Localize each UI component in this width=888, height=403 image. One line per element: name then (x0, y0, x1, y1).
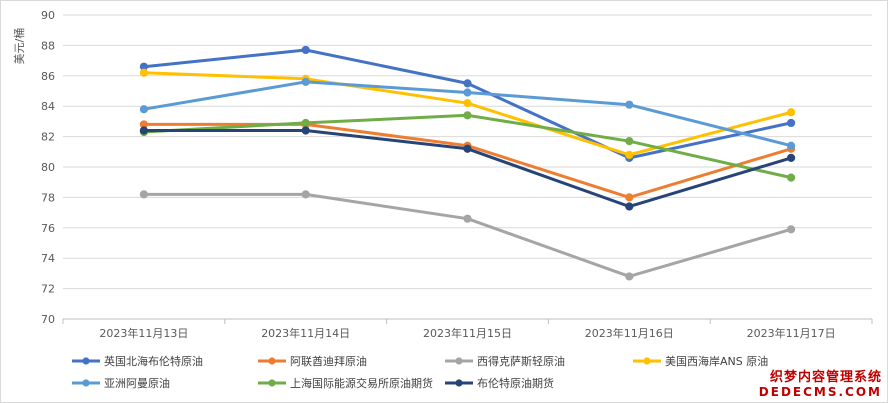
legend-item: 亚洲阿曼原油 (72, 376, 170, 390)
data-point (787, 108, 796, 117)
y-tick-label: 74 (41, 252, 55, 265)
series-3 (139, 190, 796, 281)
legend-label: 上海国际能源交易所原油期货 (290, 376, 433, 390)
legend-swatch-marker (82, 379, 90, 387)
data-point (463, 79, 472, 88)
legend-item: 英国北海布伦特原油 (72, 354, 203, 368)
y-tick-label: 84 (41, 100, 55, 113)
legend-swatch-marker (268, 357, 276, 365)
y-tick-label: 70 (41, 313, 55, 326)
y-tick-label: 76 (41, 222, 55, 235)
legend-label: 布伦特原油期货 (477, 376, 554, 390)
data-point (139, 190, 148, 199)
series-5 (139, 77, 796, 150)
data-point (625, 193, 634, 202)
x-tick-label: 2023年11月17日 (747, 326, 836, 340)
y-tick-label: 86 (41, 70, 55, 83)
data-point (463, 88, 472, 97)
data-point (625, 100, 634, 109)
y-tick-label: 78 (41, 191, 55, 204)
legend-swatch-marker (643, 357, 651, 365)
x-tick-label: 2023年11月14日 (261, 326, 350, 340)
watermark-line2: DEDECMS.COM (758, 385, 882, 399)
data-point (463, 111, 472, 120)
x-axis-ticks: 2023年11月13日 2023年11月14日 2023年11月15日 2023年11… (99, 326, 835, 340)
data-point (787, 153, 796, 162)
legend-label: 亚洲阿曼原油 (104, 376, 170, 390)
series-6 (139, 111, 796, 182)
legend-swatch-marker (268, 379, 276, 387)
x-tick-label: 2023年11月16日 (585, 326, 674, 340)
data-point (139, 105, 148, 114)
data-point (301, 190, 310, 199)
data-point (463, 99, 472, 108)
y-tick-label: 80 (41, 161, 55, 174)
legend-item: 上海国际能源交易所原油期货 (258, 376, 433, 390)
y-axis-label: 美元/桶 (12, 28, 26, 65)
data-point (301, 77, 310, 86)
legend-label: 西得克萨斯轻原油 (477, 354, 565, 368)
data-point (625, 272, 634, 281)
y-tick-label: 72 (41, 283, 55, 296)
legend-label: 美国西海岸ANS 原油 (665, 354, 768, 368)
legend-swatch-marker (82, 357, 90, 365)
legend-swatch-marker (455, 379, 463, 387)
data-point (301, 45, 310, 55)
data-point (463, 214, 472, 223)
data-point (625, 150, 634, 159)
legend-item: 布伦特原油期货 (445, 376, 554, 390)
data-point (787, 141, 796, 150)
data-point (787, 118, 796, 128)
legend-item: 西得克萨斯轻原油 (445, 354, 565, 368)
data-point (139, 126, 148, 135)
data-point (625, 202, 634, 211)
legend-item: 美国西海岸ANS 原油 (633, 354, 768, 368)
x-tick-label: 2023年11月13日 (99, 326, 188, 340)
data-point (787, 225, 796, 234)
legend-item: 阿联酋迪拜原油 (258, 354, 367, 368)
data-point (301, 126, 310, 135)
data-point (787, 173, 796, 182)
watermark: 织梦内容管理系统 DEDECMS.COM (759, 366, 882, 399)
y-axis-ticks: 70 72 74 76 78 80 82 84 86 88 90 (41, 9, 55, 326)
legend-label: 英国北海布伦特原油 (104, 354, 203, 368)
series-2 (139, 120, 796, 202)
series-lines (139, 45, 796, 281)
series-7 (139, 126, 796, 211)
x-tick-label: 2023年11月15日 (423, 326, 512, 340)
series-4 (139, 68, 796, 159)
y-tick-label: 82 (41, 131, 55, 144)
data-point (625, 137, 634, 146)
watermark-line1: 织梦内容管理系统 (769, 370, 882, 385)
y-tick-label: 88 (41, 39, 55, 52)
legend-swatch-marker (455, 357, 463, 365)
y-tick-label: 90 (41, 9, 55, 22)
legend-label: 阿联酋迪拜原油 (290, 354, 367, 368)
data-point (139, 68, 148, 77)
legend: 英国北海布伦特原油 阿联酋迪拜原油 西得克萨斯轻原油 美国西海岸ANS 原油亚洲阿曼原… (72, 354, 768, 390)
data-point (463, 144, 472, 153)
series-line (142, 192, 793, 278)
data-point (301, 118, 310, 128)
grid-lines (62, 14, 873, 324)
